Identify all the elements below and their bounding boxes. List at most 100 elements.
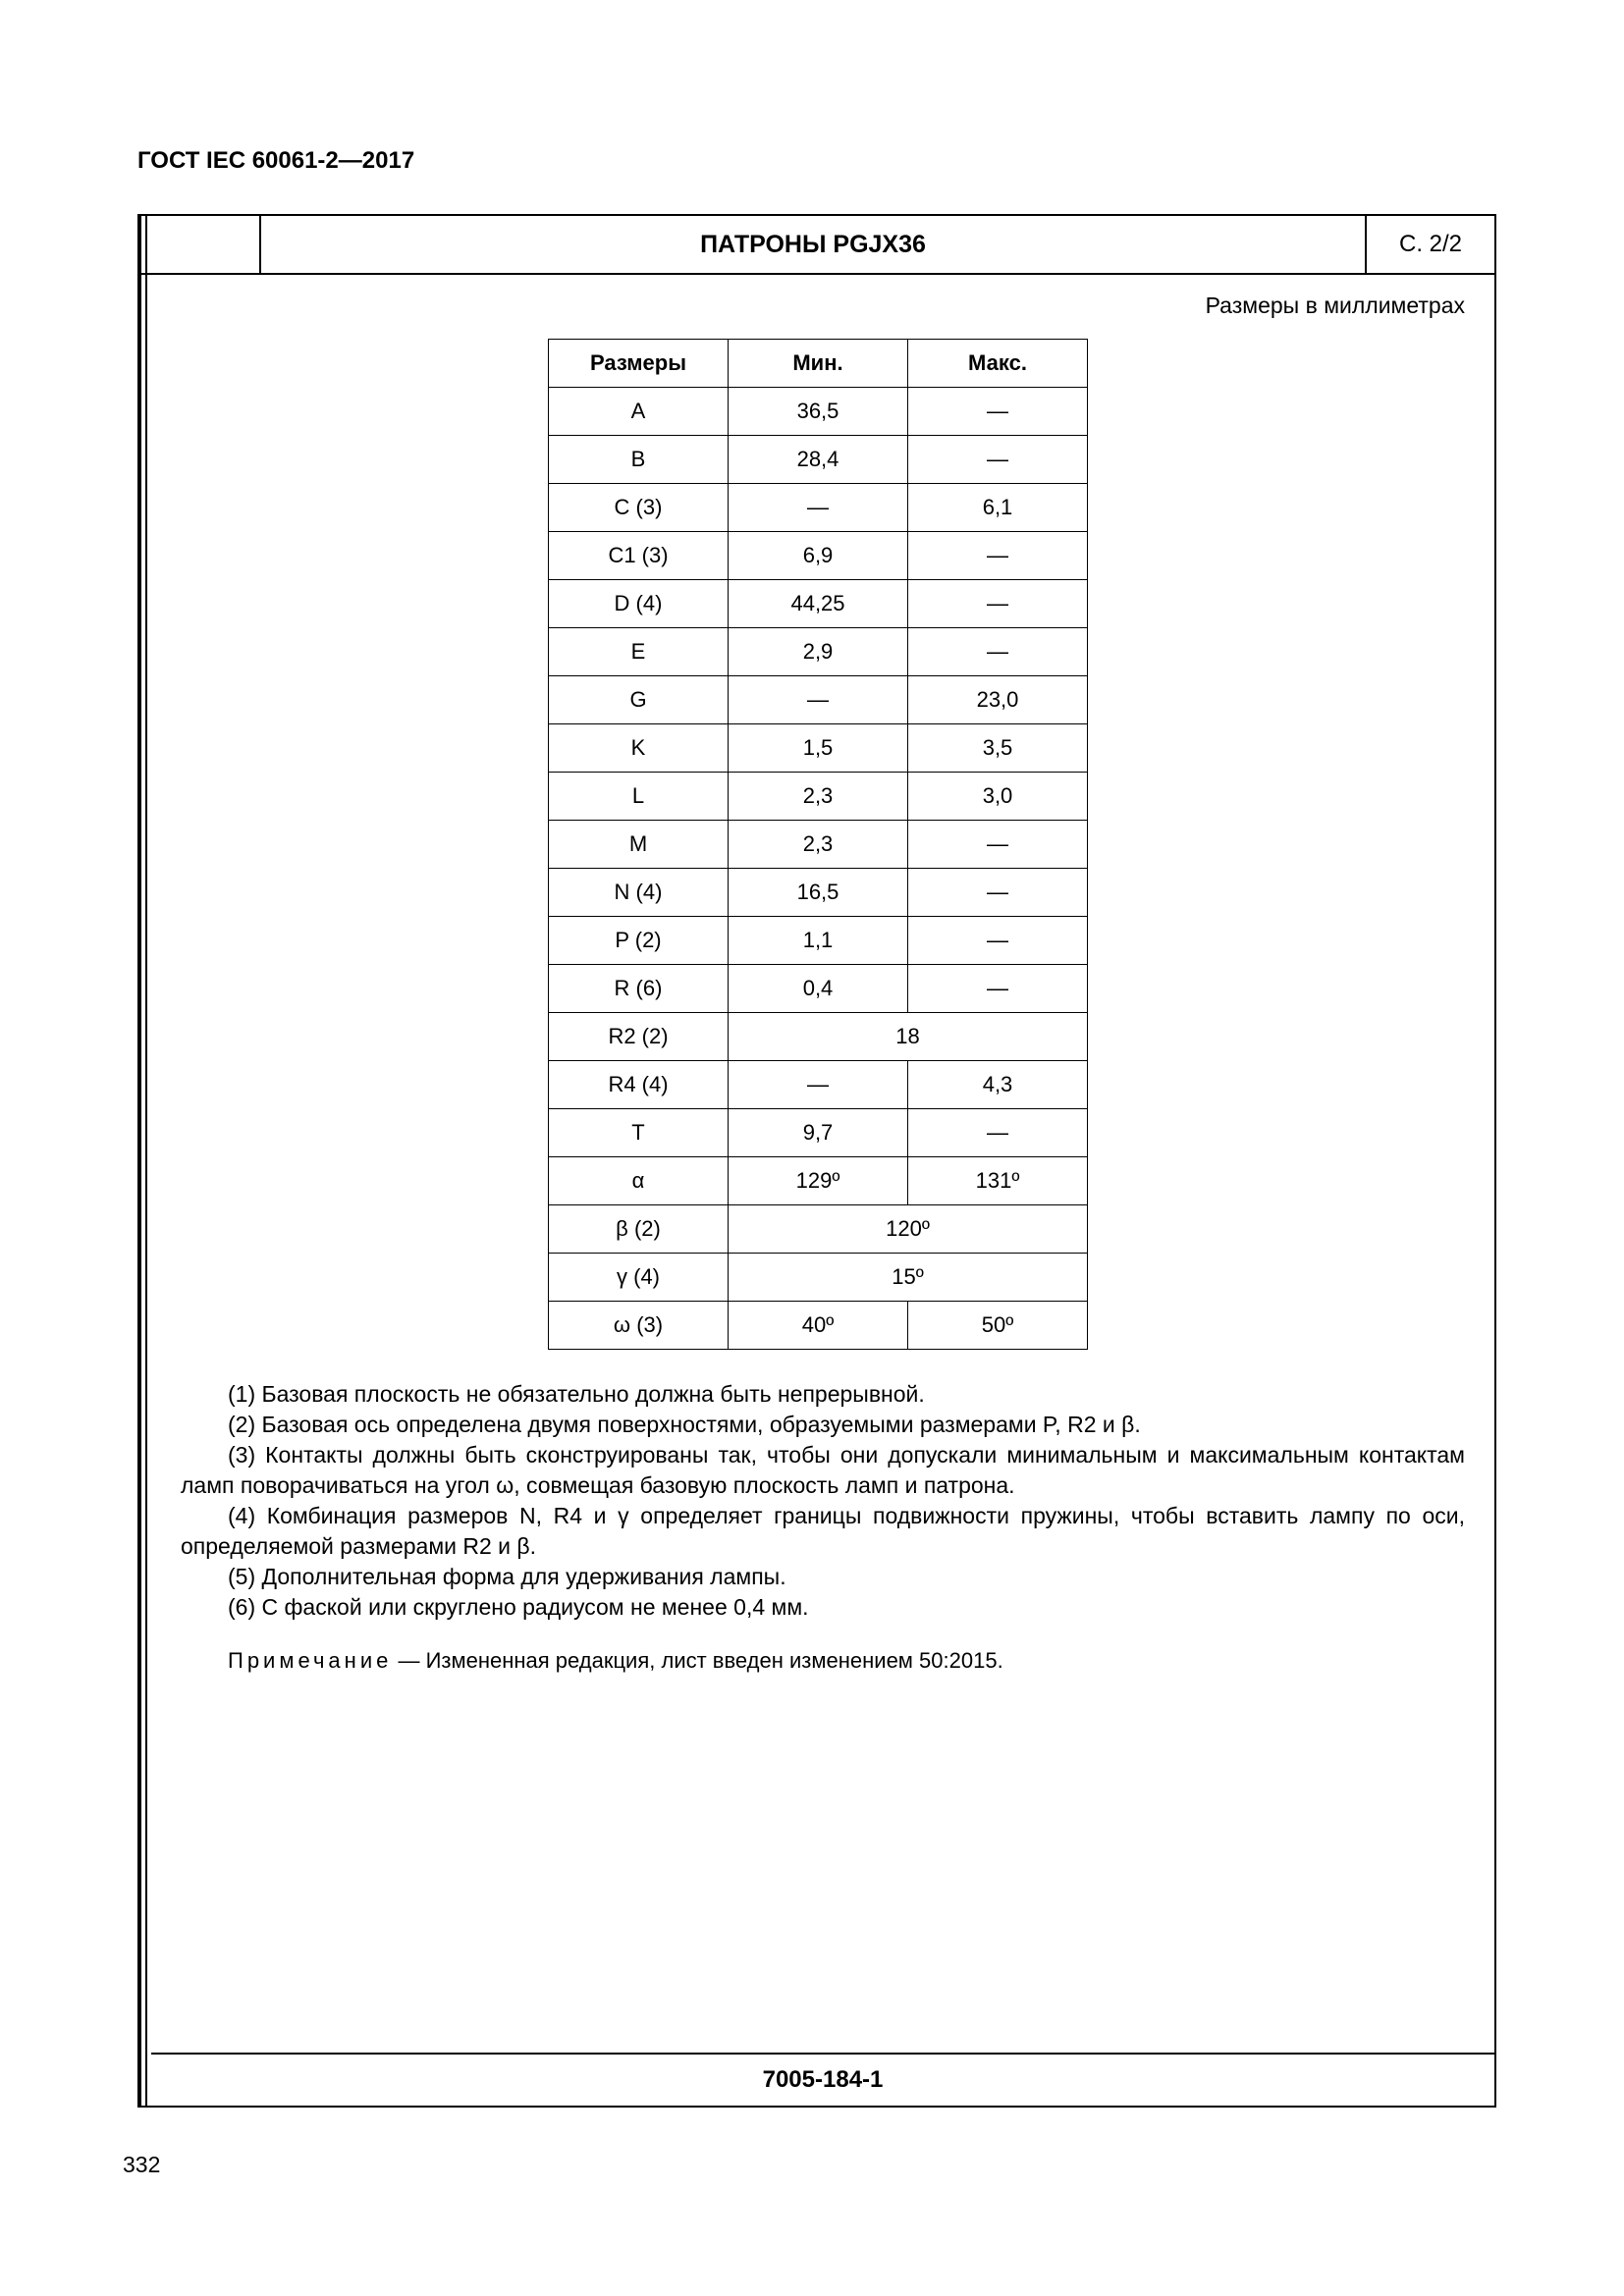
- cell-max: 23,0: [908, 676, 1088, 724]
- remark-text: — Измененная редакция, лист введен измен…: [392, 1648, 1002, 1673]
- cell-max: —: [908, 436, 1088, 484]
- table-row: B28,4—: [549, 436, 1088, 484]
- cell-name: K: [549, 724, 729, 773]
- cell-name: α: [549, 1157, 729, 1205]
- note-3: (3) Контакты должны быть сконструированы…: [181, 1440, 1465, 1501]
- note-6: (6) С фаской или скруглено радиусом не м…: [181, 1592, 1465, 1623]
- table-row: R4 (4)—4,3: [549, 1061, 1088, 1109]
- header-row: ПАТРОНЫ PGJX36 С. 2/2: [141, 216, 1494, 275]
- cell-max: 3,0: [908, 773, 1088, 821]
- cell-min: —: [729, 676, 908, 724]
- cell-name: γ (4): [549, 1254, 729, 1302]
- cell-name: P (2): [549, 917, 729, 965]
- cell-merged: 18: [729, 1013, 1088, 1061]
- table-row: D (4)44,25—: [549, 580, 1088, 628]
- table-row: T9,7—: [549, 1109, 1088, 1157]
- table-row: R (6)0,4—: [549, 965, 1088, 1013]
- units-line: Размеры в миллиметрах: [141, 275, 1494, 329]
- table-row: M2,3—: [549, 821, 1088, 869]
- cell-name: T: [549, 1109, 729, 1157]
- cell-max: —: [908, 532, 1088, 580]
- cell-max: —: [908, 965, 1088, 1013]
- col-header-max: Макс.: [908, 340, 1088, 388]
- remark-label: Примечание: [228, 1648, 392, 1673]
- cell-min: 2,3: [729, 773, 908, 821]
- cell-min: 1,1: [729, 917, 908, 965]
- table-row: R2 (2)18: [549, 1013, 1088, 1061]
- cell-max: —: [908, 917, 1088, 965]
- note-5: (5) Дополнительная форма для удерживания…: [181, 1562, 1465, 1592]
- cell-max: —: [908, 869, 1088, 917]
- document-code: ГОСТ IEC 60061-2—2017: [137, 147, 1496, 175]
- cell-name: B: [549, 436, 729, 484]
- cell-max: 131º: [908, 1157, 1088, 1205]
- notes-block: (1) Базовая плоскость не обязательно дол…: [141, 1350, 1494, 1623]
- cell-min: 2,3: [729, 821, 908, 869]
- cell-max: 4,3: [908, 1061, 1088, 1109]
- cell-name: N (4): [549, 869, 729, 917]
- table-row: L2,33,0: [549, 773, 1088, 821]
- cell-min: —: [729, 484, 908, 532]
- table-row: γ (4)15º: [549, 1254, 1088, 1302]
- table-row: P (2)1,1—: [549, 917, 1088, 965]
- cell-min: 36,5: [729, 388, 908, 436]
- cell-min: 0,4: [729, 965, 908, 1013]
- cell-min: 28,4: [729, 436, 908, 484]
- note-1: (1) Базовая плоскость не обязательно дол…: [181, 1379, 1465, 1410]
- col-header-name: Размеры: [549, 340, 729, 388]
- cell-min: 9,7: [729, 1109, 908, 1157]
- table-row: β (2)120º: [549, 1205, 1088, 1254]
- cell-merged: 120º: [729, 1205, 1088, 1254]
- remark-line: Примечание — Измененная редакция, лист в…: [141, 1623, 1494, 1674]
- cell-max: —: [908, 821, 1088, 869]
- cell-min: 1,5: [729, 724, 908, 773]
- col-header-min: Мин.: [729, 340, 908, 388]
- cell-min: 129º: [729, 1157, 908, 1205]
- cell-max: 50º: [908, 1302, 1088, 1350]
- cell-max: —: [908, 628, 1088, 676]
- cell-name: R (6): [549, 965, 729, 1013]
- cell-name: G: [549, 676, 729, 724]
- table-row: α129º131º: [549, 1157, 1088, 1205]
- cell-max: —: [908, 1109, 1088, 1157]
- cell-min: 2,9: [729, 628, 908, 676]
- cell-min: —: [729, 1061, 908, 1109]
- cell-name: C (3): [549, 484, 729, 532]
- cell-min: 44,25: [729, 580, 908, 628]
- cell-max: 6,1: [908, 484, 1088, 532]
- cell-name: L: [549, 773, 729, 821]
- cell-name: ω (3): [549, 1302, 729, 1350]
- table-row: ω (3)40º50º: [549, 1302, 1088, 1350]
- header-spacer: [141, 216, 261, 273]
- cell-name: E: [549, 628, 729, 676]
- dimensions-table: Размеры Мин. Макс. A36,5—B28,4—C (3)—6,1…: [548, 339, 1088, 1350]
- cell-name: β (2): [549, 1205, 729, 1254]
- cell-name: C1 (3): [549, 532, 729, 580]
- cell-name: R2 (2): [549, 1013, 729, 1061]
- table-row: K1,53,5: [549, 724, 1088, 773]
- table-row: N (4)16,5—: [549, 869, 1088, 917]
- page-number: 332: [123, 2152, 160, 2178]
- table-row: C1 (3)6,9—: [549, 532, 1088, 580]
- cell-max: —: [908, 580, 1088, 628]
- frame-double-rule: [145, 216, 147, 2106]
- header-page-ref: С. 2/2: [1365, 216, 1494, 273]
- cell-min: 6,9: [729, 532, 908, 580]
- header-title: ПАТРОНЫ PGJX36: [261, 216, 1365, 273]
- content-frame: ПАТРОНЫ PGJX36 С. 2/2 Размеры в миллимет…: [137, 214, 1496, 2108]
- table-row: A36,5—: [549, 388, 1088, 436]
- cell-max: 3,5: [908, 724, 1088, 773]
- table-row: G—23,0: [549, 676, 1088, 724]
- table-row: C (3)—6,1: [549, 484, 1088, 532]
- note-2: (2) Базовая ось определена двумя поверхн…: [181, 1410, 1465, 1440]
- cell-name: R4 (4): [549, 1061, 729, 1109]
- cell-min: 40º: [729, 1302, 908, 1350]
- cell-name: M: [549, 821, 729, 869]
- cell-merged: 15º: [729, 1254, 1088, 1302]
- cell-name: A: [549, 388, 729, 436]
- cell-max: —: [908, 388, 1088, 436]
- note-4: (4) Комбинация размеров N, R4 и γ опреде…: [181, 1501, 1465, 1562]
- cell-min: 16,5: [729, 869, 908, 917]
- table-row: E2,9—: [549, 628, 1088, 676]
- table-header-row: Размеры Мин. Макс.: [549, 340, 1088, 388]
